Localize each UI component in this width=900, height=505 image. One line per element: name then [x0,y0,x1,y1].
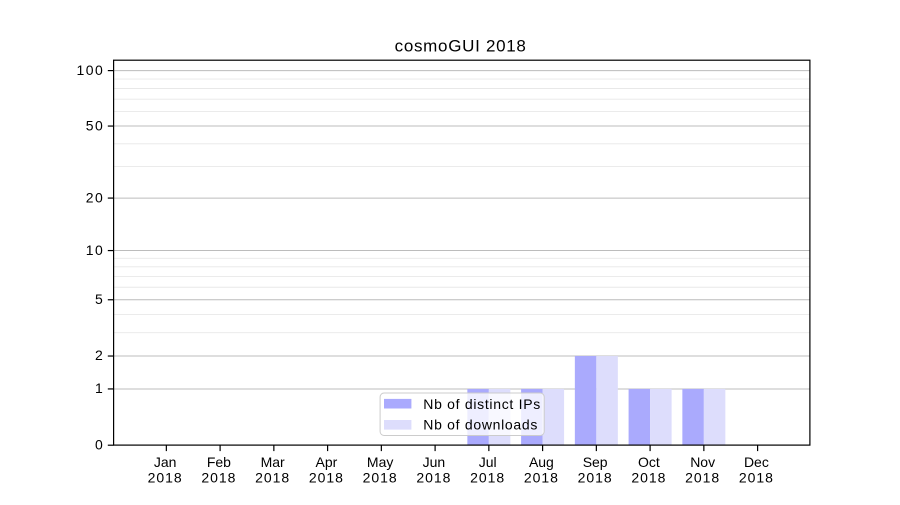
svg-text:2018: 2018 [524,469,559,485]
svg-text:Mar: Mar [261,454,285,470]
svg-text:5: 5 [95,291,104,307]
svg-text:100: 100 [76,62,104,78]
svg-text:Apr: Apr [316,454,338,470]
svg-text:cosmoGUI 2018: cosmoGUI 2018 [395,37,527,56]
svg-text:2018: 2018 [578,469,613,485]
svg-text:Dec: Dec [744,454,769,470]
svg-text:Aug: Aug [529,454,554,470]
svg-text:Feb: Feb [207,454,231,470]
svg-text:2018: 2018 [470,469,505,485]
svg-text:0: 0 [95,436,104,452]
svg-text:Jun: Jun [423,454,446,470]
svg-text:10: 10 [86,242,105,258]
svg-text:2018: 2018 [309,469,344,485]
svg-text:Jul: Jul [479,454,497,470]
svg-text:1: 1 [95,380,104,396]
svg-text:Nb of downloads: Nb of downloads [423,416,538,432]
svg-text:2018: 2018 [148,469,183,485]
svg-text:2018: 2018 [416,469,451,485]
svg-text:2018: 2018 [255,469,290,485]
svg-text:2: 2 [95,347,104,363]
svg-text:Nov: Nov [690,454,715,470]
svg-text:Sep: Sep [583,454,608,470]
svg-text:Nb of distinct IPs: Nb of distinct IPs [423,396,541,412]
svg-text:2018: 2018 [685,469,720,485]
svg-text:50: 50 [86,117,105,133]
svg-text:2018: 2018 [631,469,666,485]
svg-text:20: 20 [86,189,105,205]
svg-text:Jan: Jan [154,454,177,470]
svg-text:Oct: Oct [638,454,660,470]
svg-text:2018: 2018 [363,469,398,485]
svg-text:2018: 2018 [201,469,236,485]
svg-text:2018: 2018 [739,469,774,485]
svg-text:May: May [367,454,393,470]
